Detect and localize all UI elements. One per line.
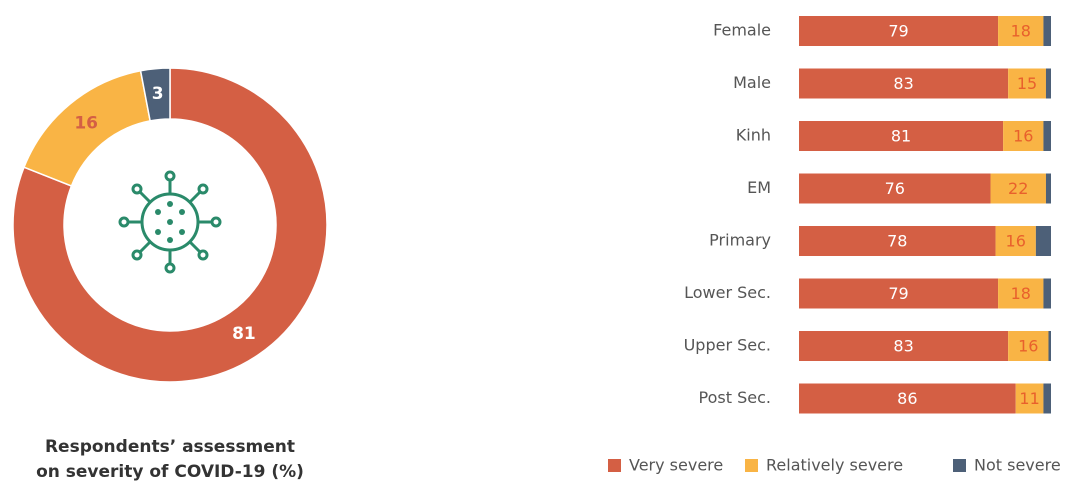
data-label: 79 [888, 22, 908, 41]
virus-icon [118, 170, 222, 274]
y-tick-label: Primary [709, 231, 771, 250]
data-label: 11 [1019, 389, 1039, 408]
bar-segment [1043, 278, 1051, 309]
legend-label: Not severe [974, 456, 1061, 475]
bar-segment [1015, 383, 1044, 414]
data-label: 3 [152, 84, 164, 104]
y-tick-label: Post Sec. [699, 388, 771, 407]
data-label: 22 [1008, 179, 1028, 198]
bar-segment [1008, 68, 1046, 99]
data-label: 16 [74, 114, 98, 134]
data-label: 16 [1018, 337, 1038, 356]
y-tick-label: Lower Sec. [684, 283, 771, 302]
y-tick-label: Upper Sec. [684, 336, 771, 355]
bar-segment [1008, 331, 1049, 361]
bar-segment [995, 226, 1036, 256]
bar-segment [799, 278, 999, 309]
legend-swatch [953, 459, 966, 472]
data-label: 16 [1013, 127, 1033, 146]
donut-slice [139, 67, 171, 122]
y-tick-label: Female [713, 21, 771, 40]
data-label: 83 [893, 74, 913, 93]
data-label: 81 [232, 324, 256, 344]
data-label: 76 [885, 179, 905, 198]
bar-segment [1043, 383, 1051, 414]
legend-label: Relatively severe [766, 456, 903, 475]
bar-segment [799, 383, 1016, 414]
bar-segment [1045, 173, 1051, 204]
bar-segment [1048, 331, 1051, 361]
chart-title: on severity of COVID-19 (%) [36, 462, 304, 482]
bar-segment [998, 278, 1044, 309]
bar-segment [799, 226, 996, 256]
bar-segment [799, 68, 1009, 99]
data-label: 18 [1011, 284, 1031, 303]
y-tick-label: Kinh [736, 126, 771, 145]
bar-segment [998, 16, 1044, 46]
bar-segment [799, 173, 991, 204]
bar-segment [1035, 226, 1051, 256]
bar-segment [799, 121, 1004, 151]
data-label: 83 [893, 337, 913, 356]
data-label: 16 [1006, 232, 1026, 251]
y-tick-label: Male [733, 73, 771, 92]
bar-segment [799, 331, 1009, 361]
y-tick-label: EM [747, 178, 771, 197]
data-label: 78 [887, 232, 907, 251]
bar-segment [1043, 16, 1051, 46]
bar-segment [799, 16, 999, 46]
data-label: 86 [897, 389, 917, 408]
bar-segment [1003, 121, 1044, 151]
data-label: 79 [888, 284, 908, 303]
bar-segment [1045, 68, 1051, 99]
legend-swatch [745, 459, 758, 472]
legend-label: Very severe [629, 456, 723, 475]
data-label: 81 [891, 127, 911, 146]
chart-title: Respondents’ assessment [45, 437, 295, 457]
bar-segment [1043, 121, 1051, 151]
data-label: 15 [1017, 74, 1037, 93]
donut-slice [12, 67, 328, 383]
bar-segment [990, 173, 1046, 204]
data-label: 18 [1011, 22, 1031, 41]
legend-swatch [608, 459, 621, 472]
